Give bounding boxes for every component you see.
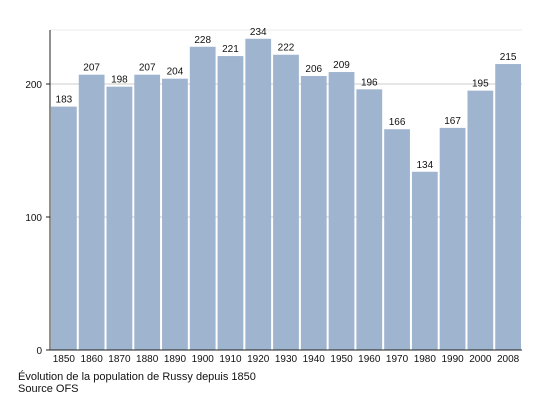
bar xyxy=(162,78,188,351)
x-tick-label: 1970 xyxy=(386,354,409,365)
data-label: 207 xyxy=(83,63,100,74)
bar xyxy=(384,129,410,350)
bar xyxy=(134,74,161,350)
x-tick-label: 1980 xyxy=(414,354,437,365)
x-tick-label: 1910 xyxy=(219,354,242,365)
data-label: 234 xyxy=(250,27,267,38)
data-label: 207 xyxy=(139,63,156,74)
x-tick-label: 1930 xyxy=(275,354,298,365)
bar xyxy=(467,90,494,351)
data-labels: 183 207 198 207 204 228 221 234 222 206 209 196 166 1… xyxy=(56,27,517,171)
x-tick-labels: 1850 1860 1870 1880 1890 1900 1910 1920 1930 1940… xyxy=(53,354,520,365)
axes xyxy=(46,30,522,351)
data-label: 204 xyxy=(167,67,184,78)
y-tick-labels: 0 100 200 xyxy=(25,80,42,357)
data-label: 195 xyxy=(472,79,489,90)
x-tick-label: 1960 xyxy=(358,354,381,365)
x-tick-label: 1890 xyxy=(164,354,187,365)
x-tick-label: 2008 xyxy=(497,354,520,365)
data-label: 209 xyxy=(333,60,350,71)
data-label: 166 xyxy=(389,117,406,128)
data-label: 206 xyxy=(305,64,322,75)
y-tick-label: 200 xyxy=(25,80,42,91)
data-label: 215 xyxy=(500,52,517,63)
bar xyxy=(273,54,299,351)
chart-caption: Évolution de la population de Russy depu… xyxy=(18,371,256,383)
bar xyxy=(439,127,466,350)
x-tick-label: 1900 xyxy=(192,354,215,365)
data-label: 134 xyxy=(416,160,433,171)
bar xyxy=(411,171,438,350)
x-tick-label: 1940 xyxy=(303,354,326,365)
x-tick-label: 1860 xyxy=(81,354,104,365)
bar xyxy=(51,106,77,350)
x-tick-label: 1850 xyxy=(53,354,76,365)
data-label: 222 xyxy=(278,43,295,54)
x-tick-label: 1990 xyxy=(441,354,464,365)
data-label: 228 xyxy=(194,35,211,46)
bar xyxy=(189,46,216,350)
bar xyxy=(495,64,521,351)
data-label: 221 xyxy=(222,44,239,55)
x-tick-label: 2000 xyxy=(469,354,492,365)
bars xyxy=(51,38,521,351)
x-tick-label: 1920 xyxy=(247,354,270,365)
bar xyxy=(78,74,105,350)
bar xyxy=(217,56,244,350)
bar xyxy=(356,89,383,350)
bar xyxy=(300,76,327,351)
bar xyxy=(106,86,133,350)
data-label: 167 xyxy=(444,116,461,127)
bar xyxy=(245,38,272,350)
y-tick-label: 0 xyxy=(36,346,42,357)
x-tick-label: 1950 xyxy=(330,354,353,365)
x-tick-label: 1870 xyxy=(108,354,131,365)
bar xyxy=(328,72,355,350)
x-tick-label: 1880 xyxy=(136,354,159,365)
data-label: 196 xyxy=(361,77,378,88)
chart-source: Source OFS xyxy=(18,383,79,395)
y-tick-label: 100 xyxy=(25,213,42,224)
data-label: 183 xyxy=(56,95,73,106)
data-label: 198 xyxy=(111,75,128,86)
